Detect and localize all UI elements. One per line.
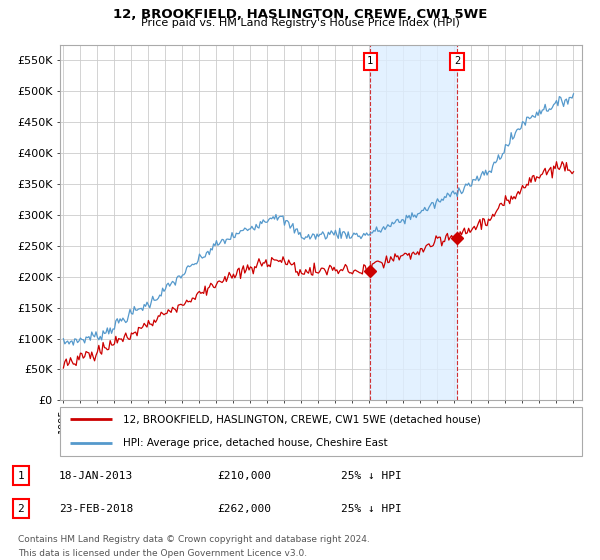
Text: This data is licensed under the Open Government Licence v3.0.: This data is licensed under the Open Gov… <box>18 548 307 558</box>
Text: 12, BROOKFIELD, HASLINGTON, CREWE, CW1 5WE (detached house): 12, BROOKFIELD, HASLINGTON, CREWE, CW1 5… <box>122 414 481 424</box>
Text: 23-FEB-2018: 23-FEB-2018 <box>59 503 133 514</box>
Text: 25% ↓ HPI: 25% ↓ HPI <box>341 471 402 481</box>
Text: 25% ↓ HPI: 25% ↓ HPI <box>341 503 402 514</box>
FancyBboxPatch shape <box>60 407 582 456</box>
Text: 12, BROOKFIELD, HASLINGTON, CREWE, CW1 5WE: 12, BROOKFIELD, HASLINGTON, CREWE, CW1 5… <box>113 8 487 21</box>
Text: 18-JAN-2013: 18-JAN-2013 <box>59 471 133 481</box>
Bar <box>370 45 457 400</box>
Text: £262,000: £262,000 <box>218 503 272 514</box>
Text: Contains HM Land Registry data © Crown copyright and database right 2024.: Contains HM Land Registry data © Crown c… <box>18 534 370 544</box>
Text: Price paid vs. HM Land Registry's House Price Index (HPI): Price paid vs. HM Land Registry's House … <box>140 18 460 29</box>
Text: £210,000: £210,000 <box>218 471 272 481</box>
Text: 2: 2 <box>17 503 24 514</box>
Text: 1: 1 <box>17 471 24 481</box>
Text: 2: 2 <box>454 57 460 67</box>
Text: HPI: Average price, detached house, Cheshire East: HPI: Average price, detached house, Ches… <box>122 437 387 447</box>
Text: 1: 1 <box>367 57 373 67</box>
